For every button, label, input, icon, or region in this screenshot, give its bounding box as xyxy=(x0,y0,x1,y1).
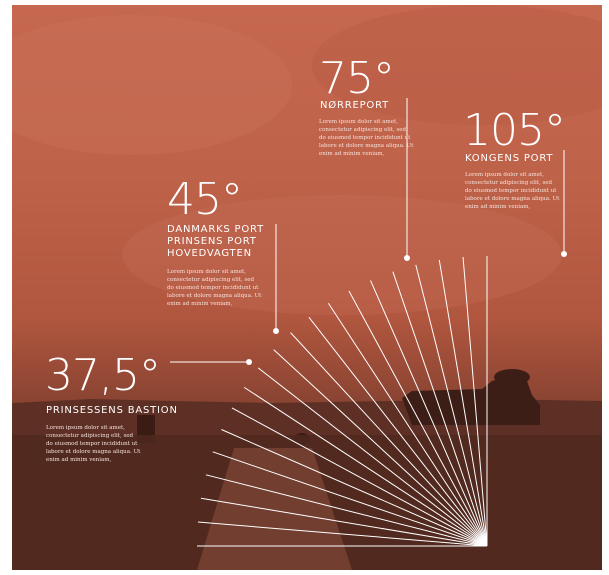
fan-ray xyxy=(327,302,488,547)
description-prinsessens: Lorem ipsum dolor sit amet, consectetur … xyxy=(46,425,141,463)
fan-ray xyxy=(243,386,488,547)
fan-ray xyxy=(392,271,488,547)
leader-nordre-dot xyxy=(404,255,410,261)
fan-ray xyxy=(221,429,488,547)
label-prinsessens-bastion: PRINSESSENS BASTION xyxy=(46,405,178,416)
fan-ray xyxy=(348,290,488,547)
leader-lines xyxy=(170,98,567,365)
angle-fan xyxy=(197,256,488,547)
fan-ray xyxy=(290,332,488,547)
label-kongens-port: KONGENS PORT xyxy=(465,153,554,164)
fan-ray xyxy=(415,264,488,547)
cannon-barrel xyxy=(494,369,530,385)
cloud xyxy=(122,195,562,315)
angle-value-prinsessens: 37,5° xyxy=(45,350,161,401)
description-nordre: Lorem ipsum dolor sit amet, consectetur … xyxy=(319,119,414,157)
label-danmarks-port: DANMARKS PORT xyxy=(167,224,264,235)
leader-prinsessens-dot xyxy=(246,359,252,365)
cloud xyxy=(312,5,602,125)
fan-ray xyxy=(308,316,488,547)
description-danmarks: Lorem ipsum dolor sit amet, consectetur … xyxy=(167,269,262,307)
leader-danmarks-dot xyxy=(273,328,279,334)
fan-ray xyxy=(257,367,488,547)
fan-ray xyxy=(462,256,488,547)
label-prinsens-port: PRINSENS PORT xyxy=(167,236,257,247)
description-kongens: Lorem ipsum dolor sit amet, consectetur … xyxy=(465,172,560,210)
fan-ray xyxy=(273,349,488,547)
fan-ray xyxy=(200,497,488,547)
cannon-silhouette xyxy=(402,373,540,425)
label-hovedvagten: HOVEDVAGTEN xyxy=(167,248,252,259)
poster: 75° NØRREPORT Lorem ipsum dolor sit amet… xyxy=(12,5,602,570)
angle-value-danmarks: 45° xyxy=(167,174,243,225)
fan-ray xyxy=(231,407,488,547)
fan-ray xyxy=(197,521,488,547)
fan-ray xyxy=(212,451,488,547)
leader-kongens-dot xyxy=(561,251,567,257)
fan-ray xyxy=(370,280,488,547)
cloud xyxy=(12,15,292,155)
angle-value-nordre: 75° xyxy=(319,53,395,104)
angle-value-kongens: 105° xyxy=(463,105,566,156)
label-nordreport: NØRREPORT xyxy=(320,100,389,111)
dirt-path xyxy=(197,448,352,570)
background-scene xyxy=(12,5,602,570)
fan-ray xyxy=(205,474,488,547)
fan-ray xyxy=(438,259,488,547)
